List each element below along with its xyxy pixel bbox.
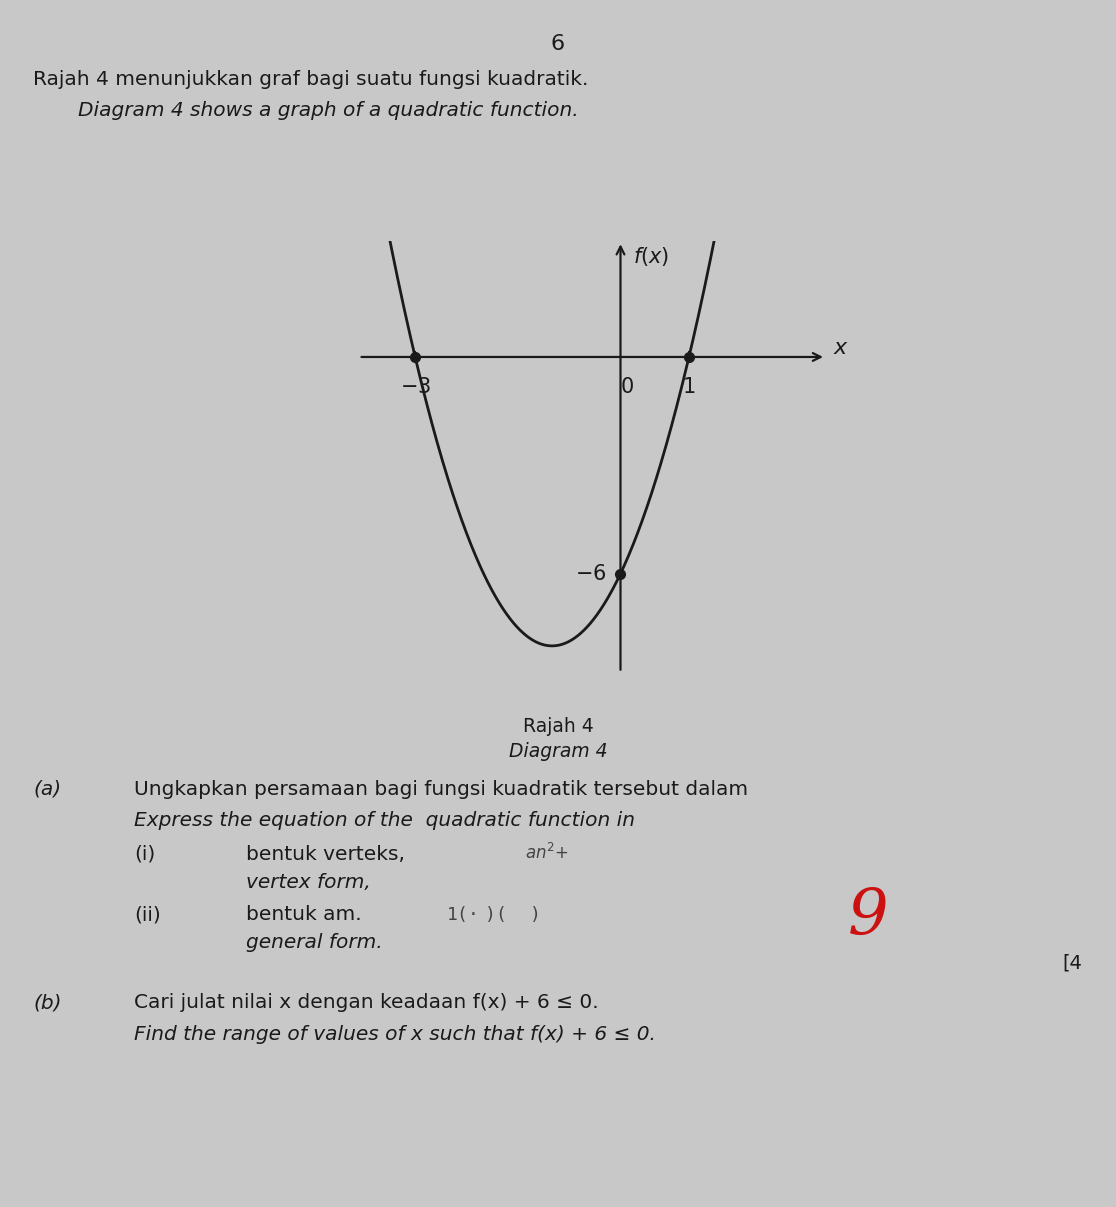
- Text: Ungkapkan persamaan bagi fungsi kuadratik tersebut dalam: Ungkapkan persamaan bagi fungsi kuadrati…: [134, 780, 748, 799]
- Text: $0$: $0$: [620, 377, 634, 397]
- Text: (i): (i): [134, 845, 155, 864]
- Text: Diagram 4: Diagram 4: [509, 742, 607, 762]
- Text: $-6$: $-6$: [576, 564, 607, 584]
- Text: vertex form,: vertex form,: [246, 873, 371, 892]
- Text: $1$: $1$: [682, 377, 695, 397]
- Text: $an^2\!+$: $an^2\!+$: [525, 842, 569, 863]
- Text: Rajah 4 menunjukkan graf bagi suatu fungsi kuadratik.: Rajah 4 menunjukkan graf bagi suatu fung…: [33, 70, 589, 89]
- Text: Find the range of values of x such that f(x) + 6 ≤ 0.: Find the range of values of x such that …: [134, 1025, 656, 1044]
- Text: Diagram 4 shows a graph of a quadratic function.: Diagram 4 shows a graph of a quadratic f…: [78, 101, 579, 121]
- Text: (ii): (ii): [134, 905, 161, 925]
- Text: (b): (b): [33, 993, 62, 1013]
- Text: Express the equation of the  quadratic function in: Express the equation of the quadratic fu…: [134, 811, 635, 830]
- Text: bentuk am.: bentuk am.: [246, 905, 362, 925]
- Text: Rajah 4: Rajah 4: [522, 717, 594, 736]
- Text: (a): (a): [33, 780, 61, 799]
- Text: $f(x)$: $f(x)$: [633, 245, 668, 268]
- Text: $\mathtt{1(\cdot\ )(\ \ \ \ )}$: $\mathtt{1(\cdot\ )(\ \ \ \ )}$: [446, 904, 539, 925]
- Text: 9: 9: [848, 887, 888, 949]
- Text: [4: [4: [1062, 954, 1083, 973]
- Text: bentuk verteks,: bentuk verteks,: [246, 845, 404, 864]
- Text: $x$: $x$: [833, 338, 848, 358]
- Text: Cari julat nilai x dengan keadaan f(x) + 6 ≤ 0.: Cari julat nilai x dengan keadaan f(x) +…: [134, 993, 598, 1013]
- Text: 6: 6: [551, 34, 565, 54]
- Text: $-3$: $-3$: [400, 377, 431, 397]
- Text: general form.: general form.: [246, 933, 382, 952]
